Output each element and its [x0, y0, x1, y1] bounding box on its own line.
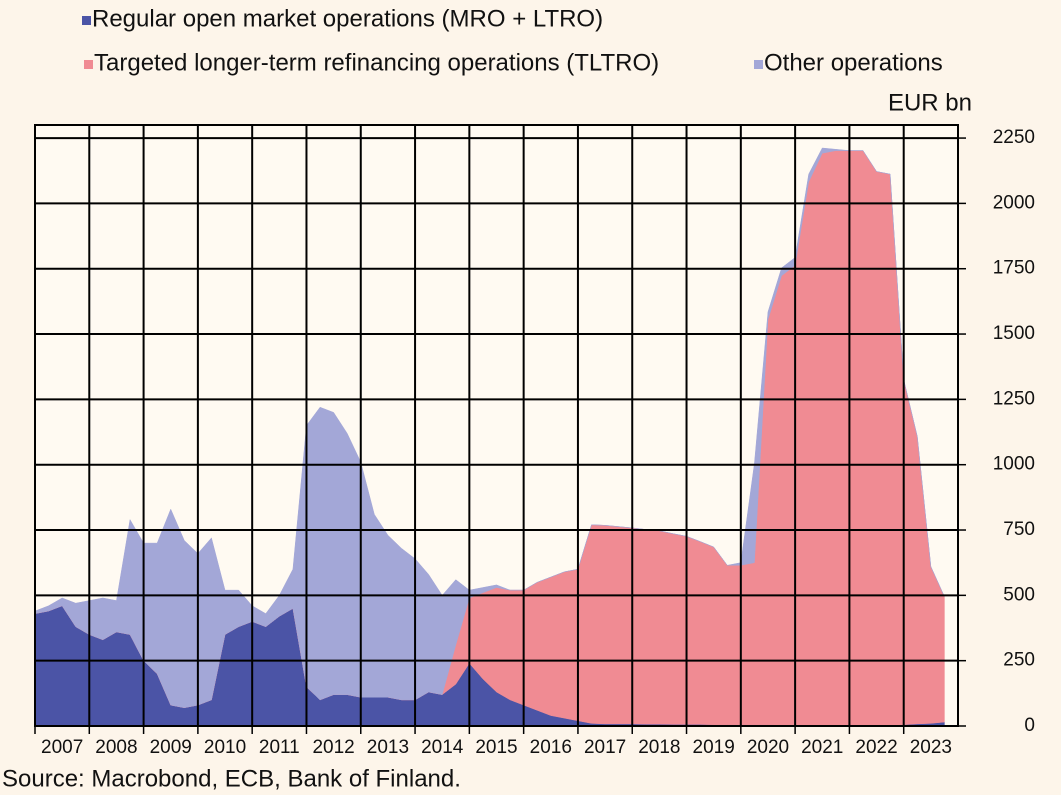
x-tick-label: 2017 [584, 737, 626, 758]
legend-label: Targeted longer-term refinancing operati… [94, 49, 659, 76]
x-tick-label: 2021 [801, 737, 843, 758]
y-tick-label: 250 [1003, 650, 1035, 671]
unit-label: EUR bn [888, 89, 972, 116]
y-tick-label: 2000 [993, 192, 1035, 213]
plot-frame [34, 124, 959, 727]
x-tick-label: 2014 [421, 737, 464, 758]
x-tick-label: 2008 [95, 737, 137, 758]
x-tick-label: 2022 [855, 737, 897, 758]
y-tick-label: 1000 [993, 454, 1035, 475]
x-tick-label: 2019 [693, 737, 735, 758]
legend-swatch [754, 60, 763, 69]
x-tick-label: 2007 [41, 737, 83, 758]
y-tick-label: 0 [1024, 715, 1035, 736]
area [34, 147, 945, 708]
y-tick-label: 750 [1003, 519, 1035, 540]
x-tick-label: 2013 [367, 737, 409, 758]
legend-swatch [84, 60, 93, 69]
y-tick-label: 1250 [993, 388, 1035, 409]
y-tick-label: 2250 [993, 127, 1035, 148]
x-tick-label: 2023 [910, 737, 952, 758]
x-tick-label: 2016 [530, 737, 572, 758]
y-tick-label: 1750 [993, 258, 1035, 279]
x-tick-label: 2010 [204, 737, 246, 758]
legend-label: Regular open market operations (MRO + LT… [92, 5, 603, 32]
legend-swatch [82, 16, 91, 25]
x-tick-label: 2015 [475, 737, 517, 758]
x-tick-label: 2011 [259, 737, 300, 758]
x-tick-label: 2020 [747, 737, 789, 758]
y-tick-label: 500 [1003, 584, 1035, 605]
source: Source: Macrobond, ECB, Bank of Finland. [2, 765, 461, 792]
x-tick-label: 2012 [312, 737, 354, 758]
x-tick-label: 2018 [638, 737, 680, 758]
legend-label: Other operations [764, 49, 943, 76]
y-tick-label: 1500 [993, 323, 1035, 344]
x-tick-label: 2009 [150, 737, 192, 758]
